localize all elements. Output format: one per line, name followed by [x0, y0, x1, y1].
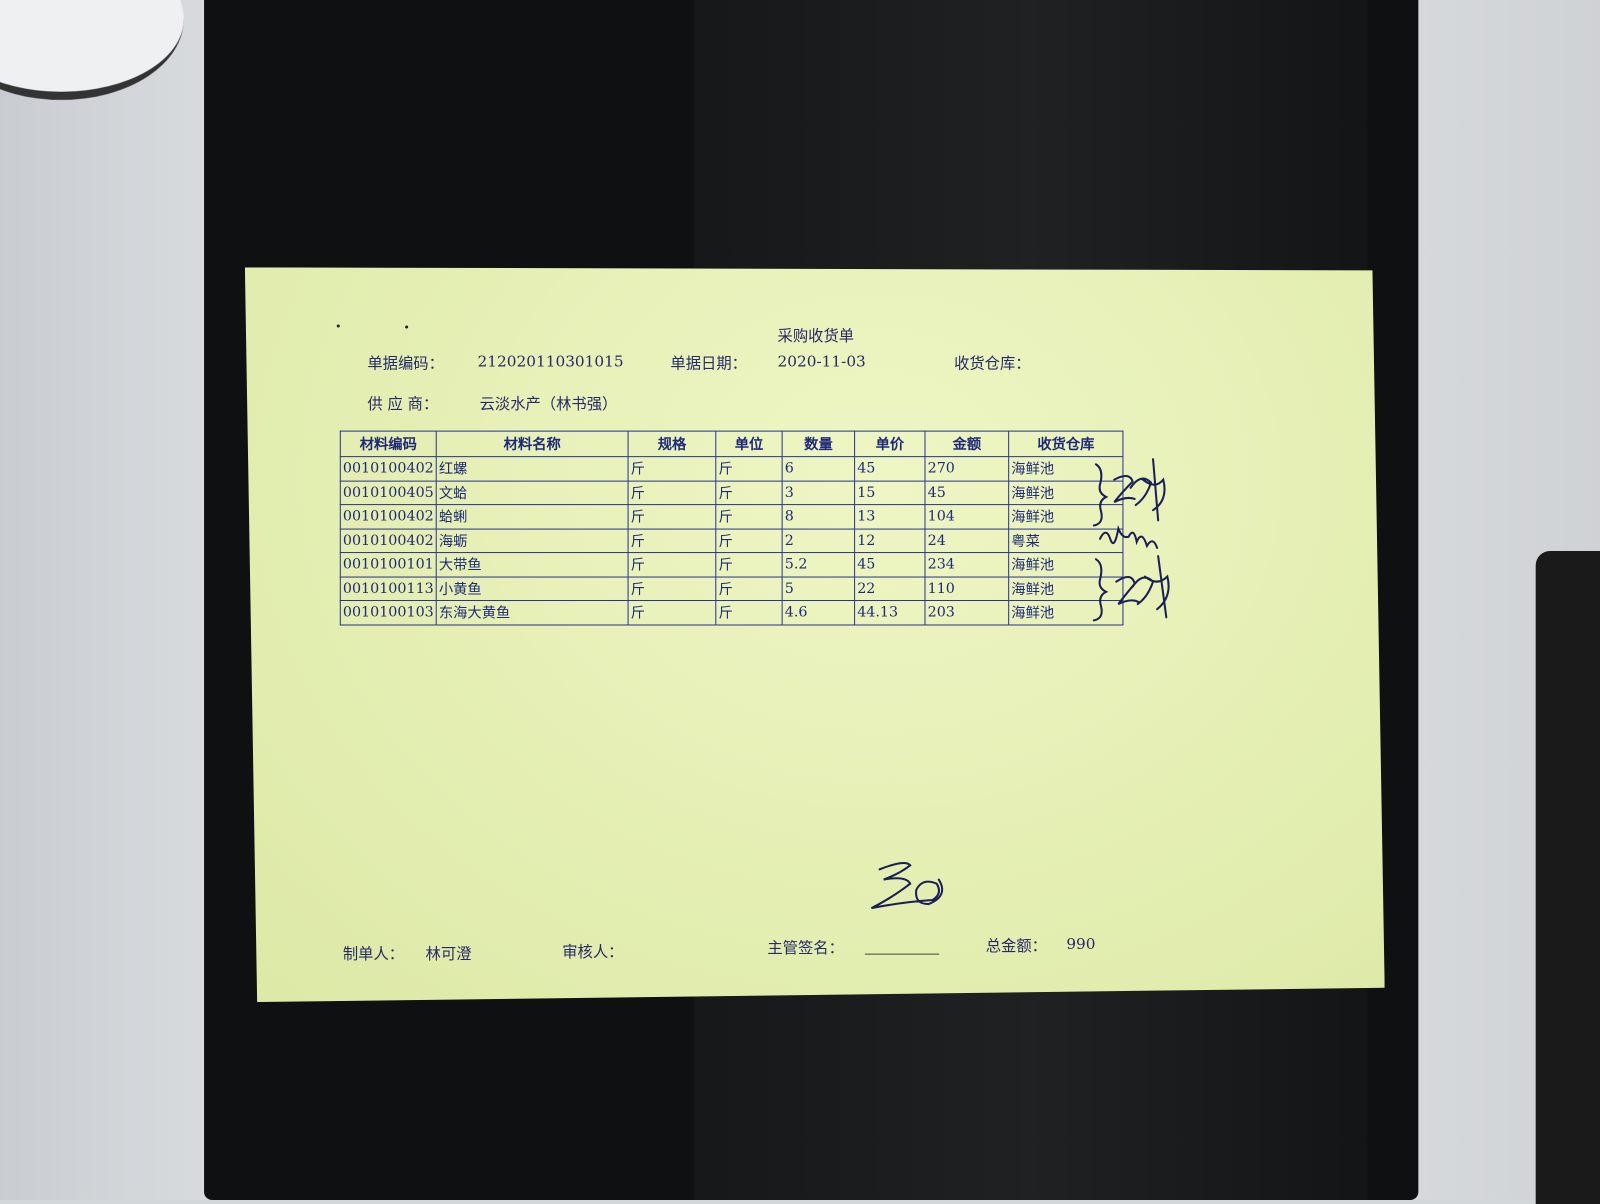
table-cell: 45 — [854, 552, 926, 578]
table-cell: 110 — [924, 576, 1010, 602]
table-cell: 斤 — [715, 528, 783, 554]
items-table: 材料编码 材料名称 规格 单位 数量 单价 金额 收货仓库 0010100402… — [339, 430, 1124, 625]
table-cell: 海鲜池 — [1008, 600, 1124, 625]
table-cell: 斤 — [715, 480, 783, 506]
table-cell: 东海大黄鱼 — [435, 600, 629, 625]
table-row: 0010100402 红螺斤斤 6 45 270 海鲜池 — [339, 456, 1124, 482]
table-cell: 斤 — [715, 456, 783, 482]
table-cell: 45 — [854, 456, 926, 482]
table-row: 0010100405 文蛤斤斤 3 15 45 海鲜池 — [339, 480, 1124, 506]
warehouse-label: 收货仓库： — [954, 354, 1031, 373]
desk-surface-left — [0, 0, 210, 1200]
table-cell: 12 — [854, 528, 926, 554]
table-cell: 大带鱼 — [435, 552, 629, 578]
table-cell: 6 — [781, 456, 856, 482]
table-row: 0010100402 海蛎斤斤 2 12 24 粤菜 — [339, 528, 1124, 554]
doc-no: 212020110301015 — [477, 352, 624, 371]
table-cell: 45 — [924, 480, 1010, 506]
table-cell: 海鲜池 — [1008, 576, 1124, 602]
table-cell: 2 — [781, 528, 856, 554]
signature-1 — [1113, 458, 1166, 522]
col-header: 收货仓库 — [1008, 430, 1124, 458]
table-cell: 文蛤 — [435, 480, 629, 506]
table-cell: 44.13 — [854, 600, 926, 625]
table-cell: 小黄鱼 — [435, 576, 629, 602]
table-cell: 红螺 — [435, 456, 629, 482]
table-cell: 斤 — [627, 600, 717, 625]
supervisor-signature — [870, 861, 944, 910]
table-cell: 斤 — [715, 600, 783, 625]
table-cell: 0010100405 — [339, 480, 437, 506]
table-cell: 4.6 — [781, 600, 856, 625]
col-header: 单位 — [715, 430, 783, 458]
brace-2 — [1092, 558, 1109, 622]
table-cell: 海鲜池 — [1008, 456, 1124, 482]
doc-title: 采购收货单 — [777, 326, 855, 345]
table-cell: 0010100113 — [339, 576, 437, 602]
maker-label: 制单人： — [342, 944, 405, 964]
doc-date-label: 单据日期： — [670, 354, 747, 373]
table-cell: 海鲜池 — [1008, 504, 1124, 530]
table-cell: 15 — [854, 480, 926, 506]
col-header: 材料名称 — [435, 430, 629, 458]
table-cell: 海鲜池 — [1008, 552, 1124, 578]
doc-date: 2020-11-03 — [777, 352, 866, 371]
brace-1 — [1092, 463, 1109, 527]
total-amount: 990 — [1066, 934, 1096, 954]
col-header: 规格 — [627, 430, 717, 458]
table-cell: 海鲜池 — [1008, 480, 1124, 506]
total-label: 总金额： — [985, 936, 1047, 956]
table-cell: 0010100402 — [339, 528, 437, 554]
table-cell: 斤 — [627, 480, 717, 506]
table-cell: 斤 — [715, 552, 783, 578]
supplier: 云淡水产（林书强） — [479, 394, 618, 414]
table-cell: 0010100402 — [339, 456, 437, 482]
table-row: 0010100113 小黄鱼斤斤 5 22 110 海鲜池 — [339, 576, 1124, 602]
table-cell: 22 — [854, 576, 926, 602]
doc-no-label: 单据编码： — [367, 354, 444, 373]
reviewer-label: 审核人： — [562, 942, 624, 962]
cup — [0, 0, 184, 100]
table-cell: 5.2 — [781, 552, 856, 578]
col-header: 材料编码 — [339, 430, 437, 458]
signature-2 — [1098, 524, 1159, 549]
table-cell: 粤菜 — [1008, 528, 1124, 554]
table-cell: 24 — [924, 528, 1010, 554]
table-row: 0010100101 大带鱼斤斤 5.2 45 234 海鲜池 — [339, 552, 1124, 578]
table-row: 0010100103 东海大黄鱼斤斤 4.6 44.13 203 海鲜池 — [339, 600, 1124, 625]
supplier-label: 供 应 商： — [367, 394, 439, 414]
table-cell: 0010100103 — [339, 600, 437, 625]
col-header: 单价 — [854, 430, 926, 458]
maker: 林可澄 — [425, 944, 472, 964]
table-cell: 104 — [924, 504, 1010, 530]
table-cell: 0010100101 — [339, 552, 437, 578]
device-edge — [1535, 551, 1600, 1204]
table-row: 0010100402 蛤蜊斤斤 8 13 104 海鲜池 — [339, 504, 1124, 530]
supervisor-label: 主管签名： — [767, 938, 844, 958]
table-cell: 斤 — [627, 576, 717, 602]
table-cell: 3 — [781, 480, 856, 506]
table-cell: 5 — [781, 576, 856, 602]
signature-3 — [1115, 555, 1170, 619]
table-cell: 斤 — [715, 576, 783, 602]
table-header-row: 材料编码 材料名称 规格 单位 数量 单价 金额 收货仓库 — [339, 430, 1124, 458]
col-header: 金额 — [924, 430, 1010, 458]
table-cell: 斤 — [627, 528, 717, 554]
